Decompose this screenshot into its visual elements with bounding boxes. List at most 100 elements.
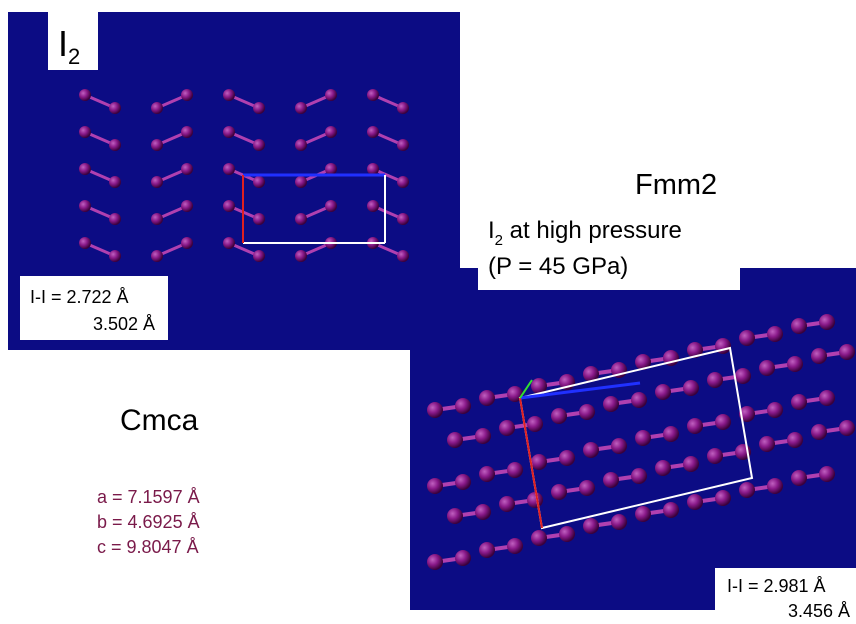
atom (583, 518, 599, 534)
atom (151, 102, 163, 114)
atom (715, 414, 731, 430)
atom (181, 126, 193, 138)
atom (447, 432, 463, 448)
atom (531, 530, 547, 546)
atom (223, 163, 235, 175)
atom (79, 237, 91, 249)
atom (325, 163, 337, 175)
atom (397, 250, 409, 262)
atom (683, 380, 699, 396)
atom (631, 392, 647, 408)
bond-length: I-I = 2.981 Å (727, 576, 826, 596)
atom (687, 494, 703, 510)
atom (397, 176, 409, 188)
pressure: (P = 45 GPa) (488, 253, 628, 280)
atom (479, 542, 495, 558)
atom (819, 466, 835, 482)
atom (507, 462, 523, 478)
atom (559, 526, 575, 542)
atom (551, 408, 567, 424)
atom (253, 176, 265, 188)
atom (181, 237, 193, 249)
atom (475, 428, 491, 444)
atom (295, 250, 307, 262)
atom (683, 456, 699, 472)
lattice-param: b = 4.6925 Å (97, 512, 200, 532)
atom (223, 89, 235, 101)
label-sub: 2 (68, 44, 80, 69)
atom (295, 176, 307, 188)
atom (223, 237, 235, 249)
atom (151, 213, 163, 225)
atom (325, 200, 337, 212)
atom (631, 468, 647, 484)
atom (819, 314, 835, 330)
atom (739, 482, 755, 498)
atom (79, 200, 91, 212)
atom (611, 438, 627, 454)
atom (739, 330, 755, 346)
atom (253, 139, 265, 151)
atom (715, 490, 731, 506)
atom (181, 163, 193, 175)
atom (475, 504, 491, 520)
atom (79, 163, 91, 175)
atom (397, 213, 409, 225)
atom (181, 200, 193, 212)
atom (109, 102, 121, 114)
atom (551, 484, 567, 500)
atom (455, 474, 471, 490)
atom (109, 213, 121, 225)
bond-length: 3.502 Å (93, 314, 155, 334)
atom (811, 424, 827, 440)
atom (79, 126, 91, 138)
bond-length: 3.456 Å (788, 601, 850, 621)
atom (367, 126, 379, 138)
atom (295, 213, 307, 225)
atom (223, 126, 235, 138)
atom (579, 404, 595, 420)
atom (583, 442, 599, 458)
atom (455, 398, 471, 414)
atom (531, 454, 547, 470)
atom (367, 89, 379, 101)
atom (223, 200, 235, 212)
atom (151, 139, 163, 151)
atom (507, 538, 523, 554)
atom (455, 550, 471, 566)
atom (527, 492, 543, 508)
atom (759, 436, 775, 452)
atom (253, 102, 265, 114)
atom (655, 460, 671, 476)
atom (479, 390, 495, 406)
atom (791, 394, 807, 410)
atom (397, 102, 409, 114)
atom (839, 344, 855, 360)
atom (655, 384, 671, 400)
subtitle-sub: 2 (495, 232, 503, 249)
atom (787, 356, 803, 372)
atom (427, 402, 443, 418)
atom (579, 480, 595, 496)
atom (767, 326, 783, 342)
atom (635, 506, 651, 522)
atom (635, 430, 651, 446)
subtitle-rest: at high pressure (503, 217, 682, 244)
atom (707, 448, 723, 464)
atom (479, 466, 495, 482)
subtitle-main: I (488, 217, 495, 244)
atom (791, 318, 807, 334)
atom (811, 348, 827, 364)
atom (109, 250, 121, 262)
atom (397, 139, 409, 151)
atom (427, 554, 443, 570)
atom (325, 126, 337, 138)
lattice-param: a = 7.1597 Å (97, 487, 200, 507)
atom (767, 478, 783, 494)
atom (447, 508, 463, 524)
bond-length: I-I = 2.722 Å (30, 287, 129, 307)
atom (151, 176, 163, 188)
fmm2-title: Fmm2 (635, 169, 717, 201)
atom (427, 478, 443, 494)
atom (819, 390, 835, 406)
